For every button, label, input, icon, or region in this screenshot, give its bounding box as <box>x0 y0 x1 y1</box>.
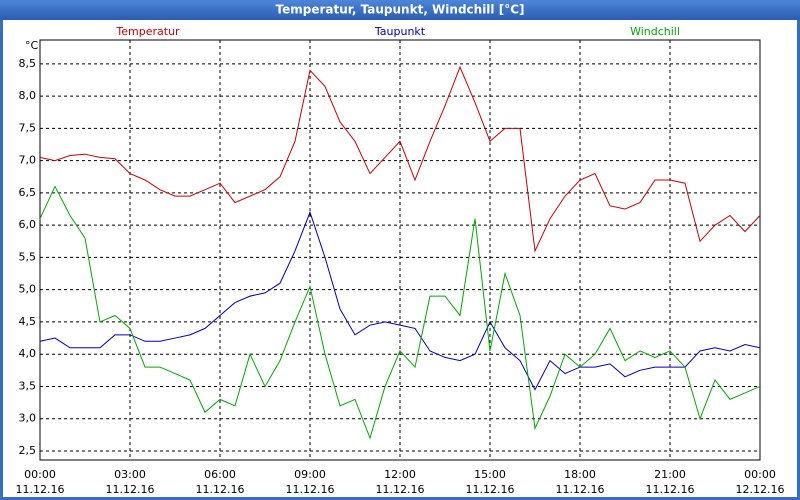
x-tick-label: 15:00 <box>474 468 506 481</box>
legend-label: Taupunkt <box>374 25 426 38</box>
x-tick-date: 11.12.16 <box>106 483 155 496</box>
x-tick-date: 12.12.16 <box>736 483 785 496</box>
y-tick-label: 8,0 <box>19 89 37 102</box>
y-tick-label: 5,0 <box>19 283 37 296</box>
x-tick-date: 11.12.16 <box>286 483 335 496</box>
y-tick-label: 6,5 <box>19 186 37 199</box>
x-tick-label: 00:00 <box>744 468 776 481</box>
x-tick-label: 09:00 <box>294 468 326 481</box>
y-tick-label: 7,0 <box>19 154 37 167</box>
x-tick-date: 11.12.16 <box>376 483 425 496</box>
series-line <box>39 210 761 391</box>
y-tick-label: 3,5 <box>19 379 37 392</box>
title-bar <box>0 0 800 20</box>
series-line <box>39 185 761 440</box>
x-tick-label: 21:00 <box>654 468 686 481</box>
legend-label: Windchill <box>630 25 680 38</box>
x-tick-date: 11.12.16 <box>16 483 65 496</box>
x-tick-label: 00:00 <box>24 468 56 481</box>
x-tick-date: 11.12.16 <box>466 483 515 496</box>
y-tick-label: 7,5 <box>19 121 37 134</box>
y-tick-label: 2,5 <box>19 444 37 457</box>
y-tick-label: 5,5 <box>19 250 37 263</box>
legend-label: Temperatur <box>115 25 180 38</box>
chart-title: Temperatur, Taupunkt, Windchill [°C] <box>276 3 525 17</box>
y-tick-label: 4,0 <box>19 347 37 360</box>
x-tick-date: 11.12.16 <box>646 483 695 496</box>
series-line <box>39 65 761 253</box>
x-tick-date: 11.12.16 <box>196 483 245 496</box>
x-tick-label: 03:00 <box>114 468 146 481</box>
x-tick-label: 06:00 <box>204 468 236 481</box>
y-tick-label: 8,5 <box>19 57 37 70</box>
x-tick-label: 12:00 <box>384 468 416 481</box>
y-tick-label: 4,5 <box>19 315 37 328</box>
y-unit: °C <box>25 39 39 52</box>
x-tick-label: 18:00 <box>564 468 596 481</box>
y-tick-label: 6,0 <box>19 218 37 231</box>
y-tick-label: 3,0 <box>19 412 37 425</box>
x-tick-date: 11.12.16 <box>556 483 605 496</box>
